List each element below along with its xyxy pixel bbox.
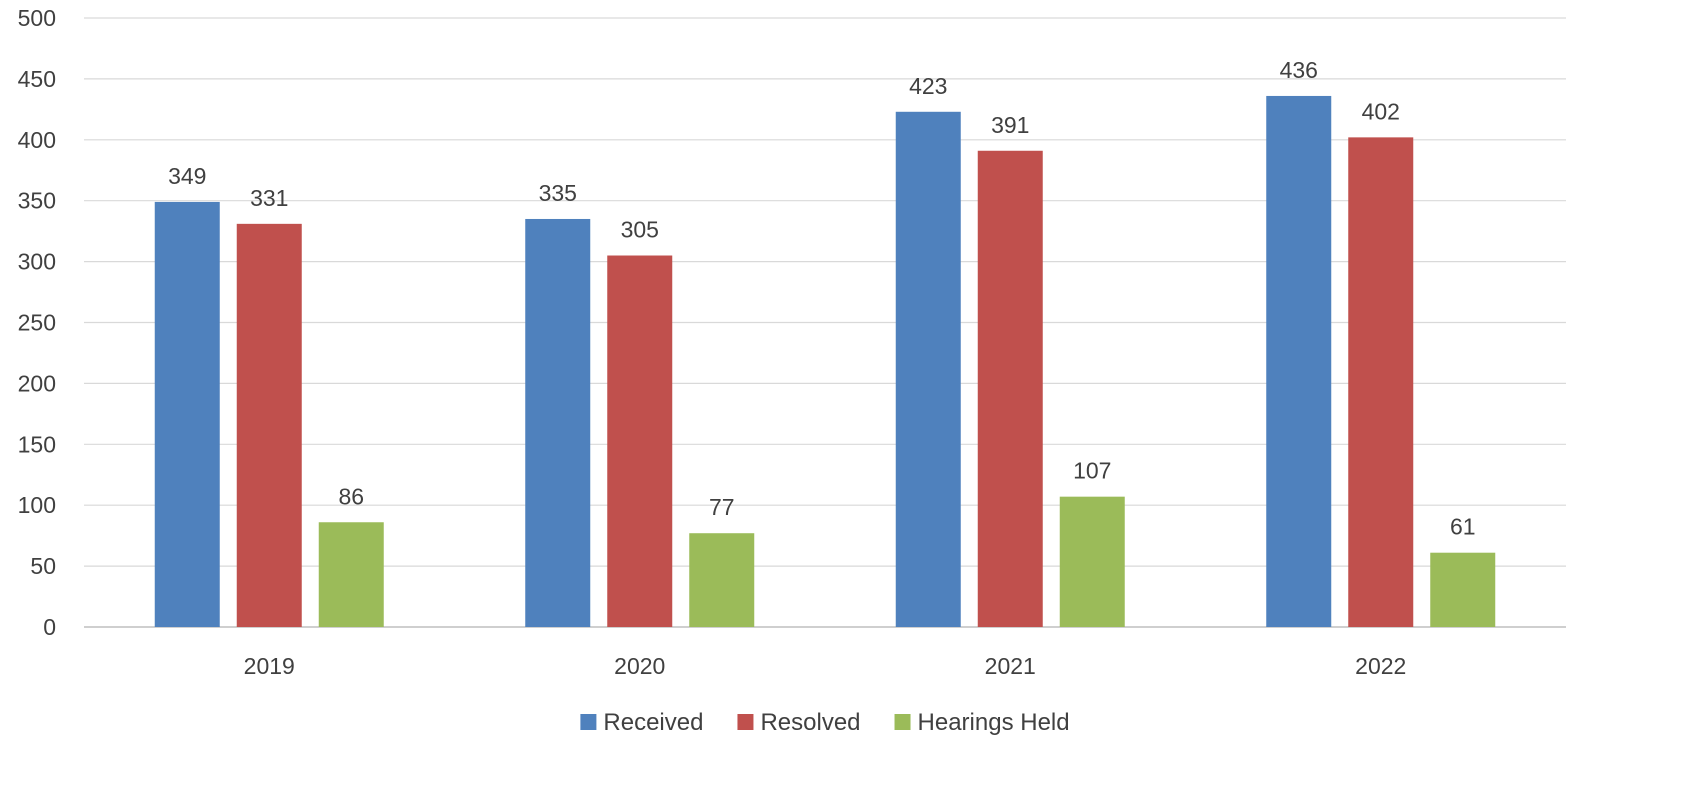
legend-label: Hearings Held (918, 709, 1070, 736)
data-label: 436 (1280, 57, 1318, 83)
bar-resolved-2020 (607, 255, 673, 627)
y-tick-label: 0 (43, 614, 56, 640)
legend-item-resolved: Resolved (737, 709, 861, 736)
gridlines (84, 17, 1566, 628)
data-label: 391 (991, 112, 1029, 138)
legend-label: Received (603, 709, 703, 736)
y-tick-label: 250 (18, 310, 56, 336)
data-label: 107 (1073, 458, 1111, 484)
data-label: 349 (168, 163, 206, 189)
x-tick-label: 2019 (244, 653, 295, 679)
x-axis-ticks: 2019 2020 2021 2022 (244, 653, 1407, 679)
bar-received-2019 (154, 201, 220, 627)
bar-received-2020 (525, 218, 591, 627)
y-tick-label: 200 (18, 370, 56, 396)
y-tick-label: 350 (18, 188, 56, 214)
y-tick-label: 300 (18, 249, 56, 275)
bars (154, 95, 1496, 628)
bar-hearings-held-2020 (689, 533, 755, 627)
data-label: 61 (1450, 514, 1476, 540)
legend-label: Resolved (760, 709, 860, 736)
data-label: 331 (250, 185, 288, 211)
bar-resolved-2021 (977, 150, 1043, 627)
bar-received-2022 (1266, 95, 1332, 627)
legend-swatch (580, 714, 597, 730)
legend-swatch (894, 714, 911, 730)
x-tick-label: 2022 (1355, 653, 1406, 679)
data-label: 305 (621, 217, 659, 243)
x-tick-label: 2020 (614, 653, 665, 679)
data-label: 402 (1362, 98, 1400, 124)
y-tick-label: 150 (18, 431, 56, 457)
data-label: 423 (909, 73, 947, 99)
data-label: 86 (338, 483, 364, 509)
bar-hearings-held-2021 (1059, 496, 1125, 627)
data-labels: 349 331 86 335 305 77 423 391 107 436 402 61 (168, 57, 1475, 540)
y-tick-label: 450 (18, 66, 56, 92)
y-tick-label: 500 (18, 5, 56, 31)
bar-resolved-2019 (236, 223, 302, 628)
legend-item-received: Received (580, 709, 703, 736)
data-label: 335 (539, 180, 577, 206)
legend: Received Resolved Hearings Held (580, 709, 1070, 736)
y-tick-label: 50 (30, 553, 56, 579)
x-tick-label: 2021 (985, 653, 1036, 679)
y-tick-label: 400 (18, 127, 56, 153)
bar-hearings-held-2022 (1430, 552, 1496, 627)
legend-item-hearings-held: Hearings Held (894, 709, 1070, 736)
legend-swatch (737, 714, 754, 730)
y-axis-ticks: 0 50 100 150 200 250 300 350 400 450 500 (18, 5, 56, 640)
data-label: 77 (709, 494, 735, 520)
y-tick-label: 100 (18, 492, 56, 518)
bar-received-2021 (895, 111, 961, 627)
bar-hearings-held-2019 (318, 522, 384, 627)
bar-resolved-2022 (1348, 137, 1414, 627)
